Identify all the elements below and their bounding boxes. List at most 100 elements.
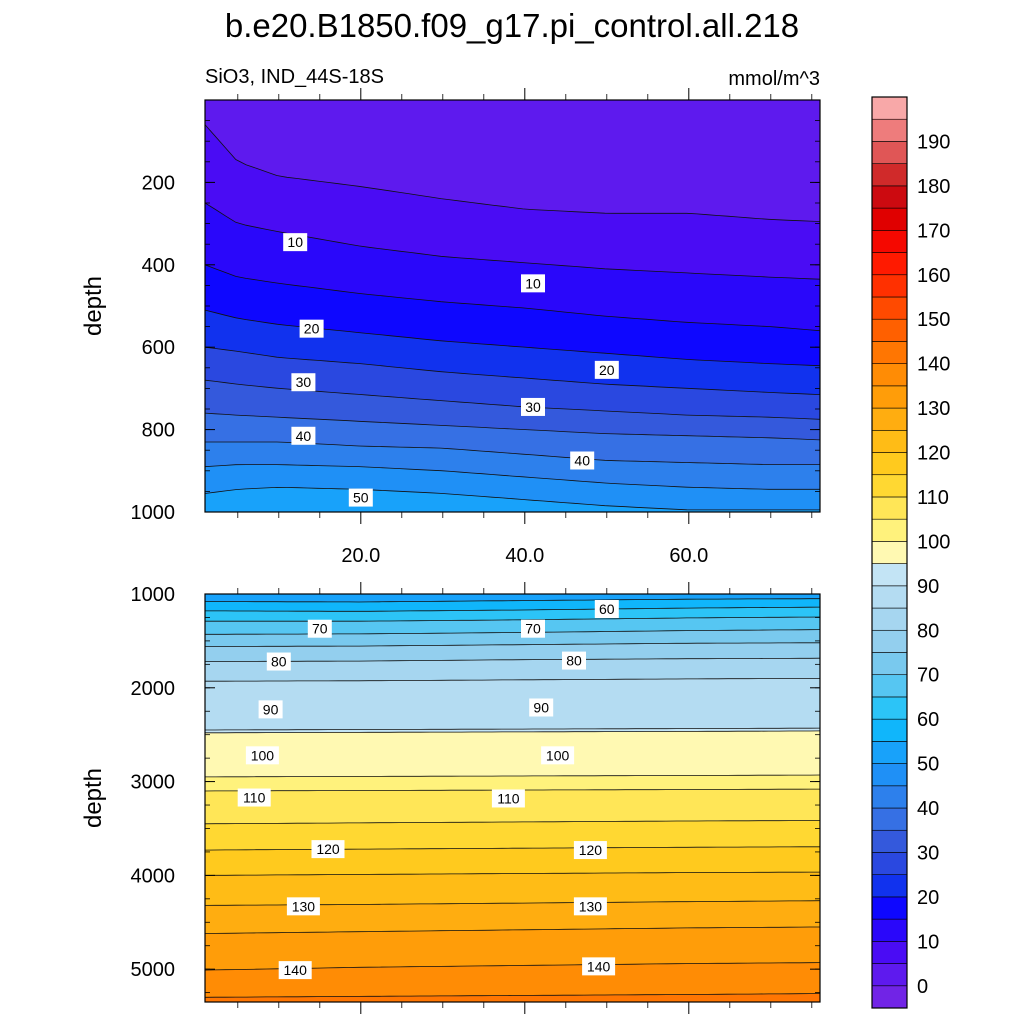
y-tick-label: 400 — [142, 255, 175, 277]
figure-title: b.e20.B1850.f09_g17.pi_control.all.218 — [225, 7, 799, 44]
contour-label: 40 — [296, 428, 312, 444]
colorbar-label: 120 — [917, 443, 950, 465]
contour-line-25 — [205, 346, 820, 395]
colorbar-swatch — [871, 96, 908, 120]
plot-frame — [204, 593, 821, 1003]
colorbar-label: 180 — [917, 176, 950, 198]
contour-label-bg — [573, 897, 607, 916]
contour-label-bg — [562, 651, 586, 670]
contour-label: 10 — [525, 275, 541, 291]
contour-line-55 — [205, 598, 820, 603]
contour-label: 130 — [579, 898, 603, 914]
contour-label: 30 — [296, 374, 312, 390]
contour-label: 70 — [525, 621, 541, 637]
contour-label: 60 — [599, 601, 615, 617]
colorbar-swatch — [871, 163, 908, 187]
contour-label: 110 — [497, 790, 520, 806]
contour-label: 20 — [304, 321, 320, 337]
contour-label: 70 — [312, 621, 328, 637]
colorbar-label: 160 — [917, 265, 950, 287]
lower-axes: 1000 2000 3000 4000 5000 — [131, 582, 821, 1014]
contour-line-50 — [205, 486, 820, 511]
colorbar-label: 130 — [917, 398, 950, 420]
colorbar-label: 140 — [917, 354, 950, 376]
x-tick-label: 40.0 — [505, 545, 544, 567]
colorbar-swatch — [871, 696, 908, 720]
contour-label-bg — [521, 397, 545, 416]
lower-ylabel: depth — [80, 768, 107, 828]
y-tick-label: 3000 — [131, 772, 176, 794]
contour-line-60 — [205, 606, 820, 612]
colorbar-label: 100 — [917, 531, 950, 553]
contour-label-bg — [541, 746, 575, 765]
contour-label: 30 — [525, 399, 541, 415]
colorbar-swatch — [871, 718, 908, 742]
contour-line-90 — [205, 727, 820, 731]
contour-label-bg — [529, 698, 554, 717]
contour-label: 140 — [587, 958, 611, 974]
y-tick-label: 600 — [142, 337, 175, 359]
contour-line-70 — [205, 629, 820, 635]
colorbar-label: 50 — [917, 754, 939, 776]
contour-label-bg — [283, 233, 308, 252]
contour-line-65 — [205, 616, 820, 622]
contour-label: 120 — [579, 842, 603, 858]
colorbar-swatch — [871, 785, 908, 809]
contour-label: 40 — [574, 453, 590, 469]
contour-label-bg — [570, 451, 595, 470]
colorbar-swatch — [871, 918, 908, 942]
colorbar-swatch — [871, 252, 908, 276]
colorbar-swatch — [871, 230, 908, 253]
contour-band-5 — [205, 100, 820, 222]
colorbar-label: 20 — [917, 887, 939, 909]
units-label: mmol/m^3 — [728, 68, 820, 90]
colorbar-swatch — [871, 585, 908, 609]
contour-line-45 — [205, 464, 820, 490]
colorbar-swatch — [871, 518, 908, 542]
upper-contour-labels: 10 10 20 20 30 30 40 40 50 — [283, 233, 619, 507]
colorbar-swatch — [871, 363, 908, 387]
contour-label-bg — [307, 619, 332, 638]
colorbar-swatch — [871, 896, 908, 920]
contour-label-bg — [491, 789, 525, 808]
colorbar-swatch — [871, 385, 908, 409]
colorbar-swatch — [871, 852, 908, 875]
contour-band-55 — [205, 594, 820, 602]
colorbar-swatch — [871, 874, 908, 898]
contour-label: 20 — [599, 362, 615, 378]
colorbar-swatch — [871, 318, 908, 342]
contour-line-5 — [205, 124, 820, 222]
y-tick-label: 1000 — [131, 584, 176, 606]
y-tick-label: 5000 — [131, 959, 176, 981]
contour-label-bg — [594, 600, 619, 619]
colorbar-label: 170 — [917, 220, 950, 242]
contour-label: 110 — [243, 790, 266, 806]
x-tick-label: 20.0 — [341, 545, 380, 567]
colorbar-swatch — [871, 118, 908, 142]
contour-label: 140 — [284, 962, 308, 978]
colorbar-swatch — [871, 941, 908, 964]
contour-line-80 — [205, 657, 820, 662]
contour-line-130 — [205, 926, 820, 934]
contour-label-bg — [291, 426, 316, 445]
colorbar-label: 110 — [917, 487, 949, 509]
lower-contour-labels: 60 70 70 80 80 90 90 100 100 110 110 120 120 130 130 14… — [237, 600, 619, 980]
contour-line-140 — [205, 993, 820, 998]
contour-line-15 — [205, 264, 820, 332]
contour-label: 80 — [566, 653, 582, 669]
contour-line-95 — [205, 730, 820, 734]
colorbar-swatch — [871, 674, 908, 698]
colorbar-label: 70 — [917, 665, 939, 687]
contour-label-bg — [299, 319, 324, 338]
contour-label: 80 — [271, 654, 287, 670]
contour-label-bg — [594, 360, 619, 379]
contour-label-bg — [582, 957, 616, 976]
panel-subtitle-left: SiO3, IND_44S-18S — [205, 66, 384, 88]
contour-label: 50 — [353, 490, 369, 506]
colorbar-swatch — [871, 652, 908, 676]
colorbar-label: 30 — [917, 842, 939, 864]
colorbar-swatch — [871, 807, 908, 831]
colorbar-swatch — [871, 607, 908, 631]
